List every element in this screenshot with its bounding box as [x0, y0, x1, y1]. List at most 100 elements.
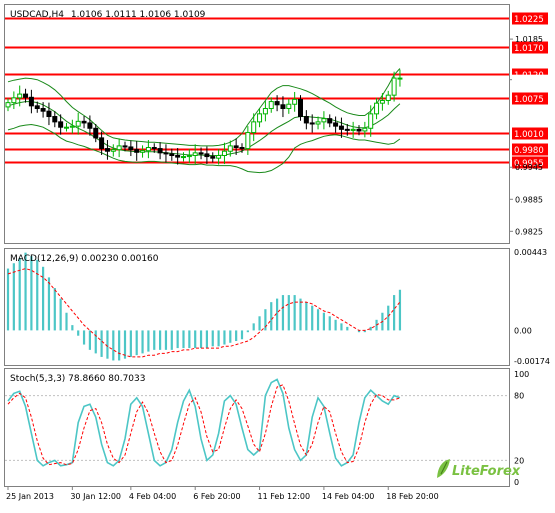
candle — [292, 91, 298, 112]
candle — [385, 90, 391, 105]
level-label-box — [512, 143, 548, 156]
x-tick-label: 30 Jan 12:00 — [70, 492, 121, 501]
x-tick-label: 25 Jan 2013 — [6, 492, 54, 501]
candle — [69, 119, 75, 134]
candle-body — [274, 101, 280, 106]
candle-body — [5, 102, 11, 108]
price-tick-label: 0.9945 — [515, 163, 543, 172]
candle-body — [87, 122, 93, 129]
candle-body — [338, 125, 344, 130]
candle-body — [134, 149, 140, 153]
stoch-tick-label: 80 — [514, 392, 524, 401]
candle — [116, 138, 122, 158]
level-label: 1.0225 — [514, 15, 544, 25]
candle-body — [286, 103, 292, 110]
candle — [192, 144, 198, 165]
candle — [198, 147, 204, 160]
candle — [169, 148, 175, 161]
level-label: 1.0075 — [514, 95, 544, 105]
candle — [134, 141, 140, 161]
candle-body — [169, 153, 175, 157]
candle — [379, 93, 385, 111]
candle — [17, 85, 23, 107]
candle — [239, 143, 245, 153]
level-label: 0.9955 — [514, 159, 544, 169]
candle-body — [216, 155, 222, 159]
candle-body — [327, 118, 333, 124]
candle-body — [321, 118, 327, 123]
candle — [99, 131, 105, 155]
candle — [181, 152, 186, 162]
candle — [58, 114, 64, 135]
candle — [221, 142, 227, 165]
candle — [110, 144, 116, 157]
candle — [274, 95, 280, 112]
candle-body — [175, 155, 181, 158]
candle — [298, 95, 303, 121]
symbol-label: USDCAD,H4 — [10, 10, 64, 20]
candle — [163, 144, 169, 163]
candle-body — [280, 104, 286, 110]
candle — [34, 101, 40, 113]
candle — [28, 89, 34, 114]
candle — [151, 143, 157, 153]
candle-body — [245, 132, 251, 150]
candle — [128, 140, 134, 157]
stoch-tick-label: 20 — [514, 456, 524, 465]
candle — [64, 122, 69, 132]
candle — [333, 116, 339, 133]
x-tick-label: 6 Feb 20:00 — [193, 492, 240, 501]
candle-body — [368, 113, 374, 129]
candle-body — [128, 146, 134, 151]
candle-body — [391, 77, 397, 96]
candlesticks — [5, 69, 403, 165]
price-tick-label: 1.0185 — [515, 35, 543, 44]
candle — [75, 112, 81, 135]
candle-body — [315, 121, 321, 125]
macd-tick-label: 0.00443 — [514, 248, 547, 257]
candle-body — [257, 113, 263, 123]
candle — [216, 149, 222, 165]
candle — [46, 102, 52, 126]
candle-body — [181, 156, 186, 159]
candle-body — [163, 152, 169, 155]
x-tick-label: 4 Feb 04:00 — [129, 492, 176, 501]
candle — [104, 140, 110, 160]
candle-body — [186, 155, 192, 158]
x-tick-label: 11 Feb 12:00 — [258, 492, 310, 501]
level-label-box — [512, 41, 548, 54]
candle — [81, 115, 87, 129]
candle — [327, 114, 333, 128]
candle-body — [198, 152, 204, 155]
candle-body — [239, 146, 245, 150]
candle-body — [362, 127, 368, 132]
level-label-box — [512, 92, 548, 105]
candle-body — [350, 128, 356, 131]
candle — [344, 124, 350, 136]
candle-body — [58, 121, 64, 128]
macd-panel-frame — [4, 248, 510, 366]
candle — [122, 141, 128, 152]
stoch-tick-label: 100 — [514, 370, 529, 379]
current-price-box — [512, 74, 548, 85]
candle — [140, 145, 146, 158]
candle-body — [210, 156, 216, 159]
candle-body — [28, 96, 34, 107]
candle-body — [140, 150, 146, 153]
candle — [374, 97, 380, 120]
candle — [227, 140, 233, 157]
stoch-panel-frame — [4, 368, 510, 487]
level-label: 0.9980 — [514, 146, 544, 156]
candle — [245, 126, 251, 155]
candle-body — [34, 105, 40, 110]
candle-body — [99, 137, 105, 150]
candle — [303, 110, 309, 130]
candle-body — [17, 93, 23, 99]
candle-body — [227, 145, 233, 152]
macd-signal-line — [7, 268, 401, 358]
stoch-signal-line — [7, 384, 401, 466]
x-axis-labels: 25 Jan 2013 30 Jan 12:00 4 Feb 04:00 6 Feb … — [6, 486, 439, 501]
candle-body — [333, 122, 339, 127]
candle-body — [344, 128, 350, 131]
